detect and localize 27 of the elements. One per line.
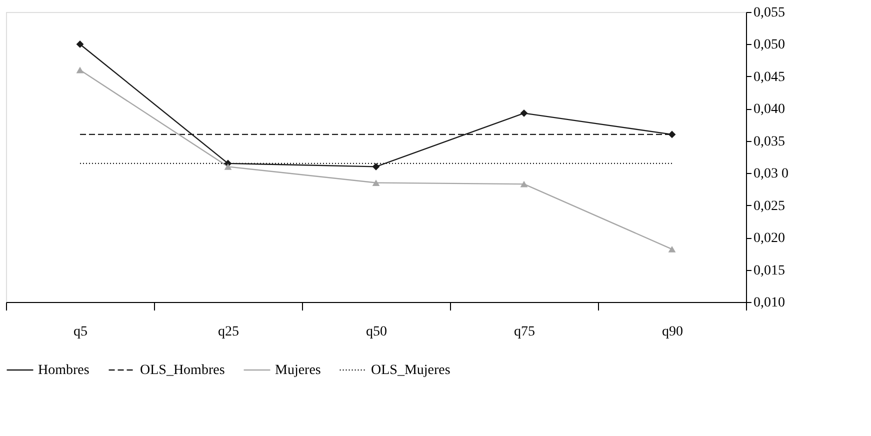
point [668, 130, 676, 138]
point [520, 180, 528, 188]
point [224, 163, 232, 170]
y-tick-label: 0,035 [754, 134, 785, 150]
y-tick-label: 0,03 0 [754, 166, 788, 182]
point [372, 162, 380, 170]
x-tick-label: q75 [514, 324, 535, 340]
y-tick-label: 0,040 [754, 102, 785, 118]
y-tick-label: 0,015 [754, 263, 785, 278]
legend-label: OLS_Hombres [140, 363, 225, 378]
y-tick-label: 0,045 [754, 70, 785, 85]
x-tick-label: q90 [662, 324, 683, 340]
legend-label: Hombres [38, 363, 90, 378]
point [372, 180, 380, 186]
legend-label: OLS_Mujeres [371, 363, 450, 378]
y-tick-label: 0,025 [754, 198, 785, 214]
point [520, 109, 528, 117]
legend-label: Mujeres [275, 363, 321, 378]
x-tick-label: q25 [218, 324, 239, 340]
y-tick-label: 0,020 [754, 231, 785, 246]
x-tick-label: q5 [74, 324, 88, 340]
y-tick-label: 0,010 [754, 296, 785, 310]
y-tick-label: 0,050 [754, 38, 785, 53]
point [668, 246, 676, 252]
y-tick-label: 0,055 [754, 6, 785, 20]
point [76, 66, 84, 74]
x-tick-label: q50 [366, 324, 387, 340]
